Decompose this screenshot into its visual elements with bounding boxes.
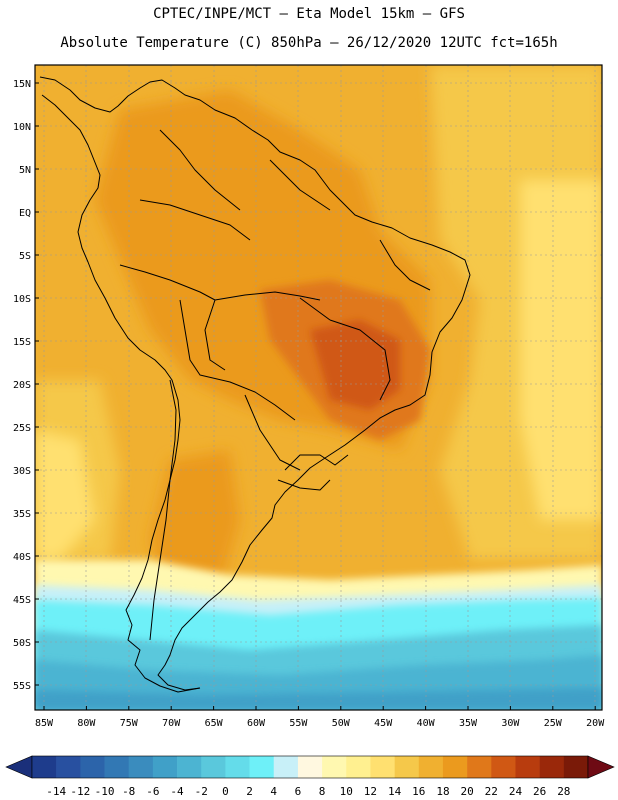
- colorbar-labels: -14 -12 -10 -8 -6 -4 -2 0 2 4 6 8 10 12 14 16 18 20 22 24 26…: [46, 785, 570, 798]
- colorbar-swatch: [128, 756, 154, 778]
- lon-label: 65W: [205, 718, 224, 729]
- colorbar-swatch: [515, 756, 540, 778]
- colorbar-label: -4: [170, 785, 184, 798]
- coastline: [39, 76, 471, 693]
- colorbar-label: 0: [222, 785, 229, 798]
- lat-label: 55S: [13, 681, 31, 692]
- colorbar-max-arrow: [587, 755, 615, 779]
- colorbar-label: 6: [295, 785, 302, 798]
- colorbar-swatch: [370, 756, 395, 778]
- lat-label: 25S: [13, 423, 31, 434]
- lon-label: 35W: [459, 718, 478, 729]
- colorbar-label: -8: [122, 785, 135, 798]
- colorbar-label: -2: [195, 785, 208, 798]
- lat-label: 15N: [13, 79, 31, 90]
- latitude-labels: 15N 10N 5N EQ 5S 10S 15S 20S 25S 30S 35S 40S 45S 50S 5…: [13, 79, 39, 692]
- lat-label: 5N: [19, 165, 31, 176]
- colorbar-label: 8: [319, 785, 326, 798]
- lat-label: 5S: [19, 251, 31, 262]
- colorbar-min-arrow: [5, 755, 33, 779]
- colorbar-swatch: [177, 756, 202, 778]
- lon-label: 20W: [586, 718, 605, 729]
- lon-label: 55W: [289, 718, 308, 729]
- colorbar-swatch: [346, 756, 371, 778]
- colorbar-label: 10: [340, 785, 353, 798]
- colorbar-swatch: [563, 756, 589, 778]
- lon-label: 30W: [501, 718, 520, 729]
- colorbar: [5, 755, 615, 779]
- colorbar-label: 12: [364, 785, 377, 798]
- colorbar-label: 20: [461, 785, 474, 798]
- colorbar-swatch: [56, 756, 81, 778]
- colorbar-swatch: [249, 756, 275, 778]
- lat-label: EQ: [19, 208, 31, 219]
- colorbar-swatch: [273, 756, 299, 778]
- lat-label: 50S: [13, 638, 31, 649]
- lon-label: 75W: [120, 718, 139, 729]
- colorbar-label: 16: [412, 785, 425, 798]
- colorbar-label: 2: [246, 785, 253, 798]
- title-line-2: Absolute Temperature (C) 850hPa – 26/12/…: [60, 35, 558, 51]
- colorbar-swatch: [225, 756, 250, 778]
- lat-label: 45S: [13, 595, 31, 606]
- colorbar-label: 22: [485, 785, 498, 798]
- colorbar-swatch: [418, 756, 444, 778]
- colorbar-swatch: [201, 756, 226, 778]
- colorbar-swatch: [80, 756, 105, 778]
- lon-label: 50W: [332, 718, 351, 729]
- colorbar-label: 4: [270, 785, 277, 798]
- colorbar-label: -12: [70, 785, 90, 798]
- lat-label: 40S: [13, 552, 31, 563]
- colorbar-swatch: [467, 756, 492, 778]
- longitude-labels: 85W 80W 75W 70W 65W 60W 55W 50W 45W 40W 35W 30W 25W 2…: [35, 706, 605, 729]
- colorbar-label: 18: [436, 785, 449, 798]
- colorbar-swatch: [32, 756, 57, 778]
- lat-label: 20S: [13, 380, 31, 391]
- lat-label: 35S: [13, 509, 31, 520]
- colorbar-label: -10: [95, 785, 115, 798]
- lat-label: 10S: [13, 294, 31, 305]
- title-line-1: CPTEC/INPE/MCT – Eta Model 15km – GFS: [153, 6, 465, 22]
- lon-label: 60W: [247, 718, 266, 729]
- lon-label: 40W: [417, 718, 436, 729]
- lat-label: 30S: [13, 466, 31, 477]
- colorbar-swatch: [152, 756, 178, 778]
- colorbar-swatch: [491, 756, 516, 778]
- colorbar-label: 24: [509, 785, 523, 798]
- colorbar-swatch: [539, 756, 565, 778]
- temperature-field: [35, 65, 602, 710]
- colorbar-swatch: [104, 756, 129, 778]
- lon-label: 80W: [77, 718, 96, 729]
- lat-label: 10N: [13, 122, 31, 133]
- lon-label: 25W: [544, 718, 563, 729]
- lat-label: 15S: [13, 337, 31, 348]
- lon-label: 70W: [162, 718, 181, 729]
- colorbar-label: 14: [388, 785, 402, 798]
- map-frame: [34, 64, 603, 711]
- lon-label: 85W: [35, 718, 54, 729]
- colorbar-label: 28: [557, 785, 570, 798]
- colorbar-swatch: [394, 756, 420, 778]
- colorbar-label: -6: [146, 785, 159, 798]
- colorbar-swatch: [322, 756, 347, 778]
- lon-label: 45W: [374, 718, 393, 729]
- colorbar-swatch: [297, 756, 323, 778]
- colorbar-swatch: [442, 756, 468, 778]
- colorbar-label: 26: [533, 785, 546, 798]
- colorbar-label: -14: [46, 785, 66, 798]
